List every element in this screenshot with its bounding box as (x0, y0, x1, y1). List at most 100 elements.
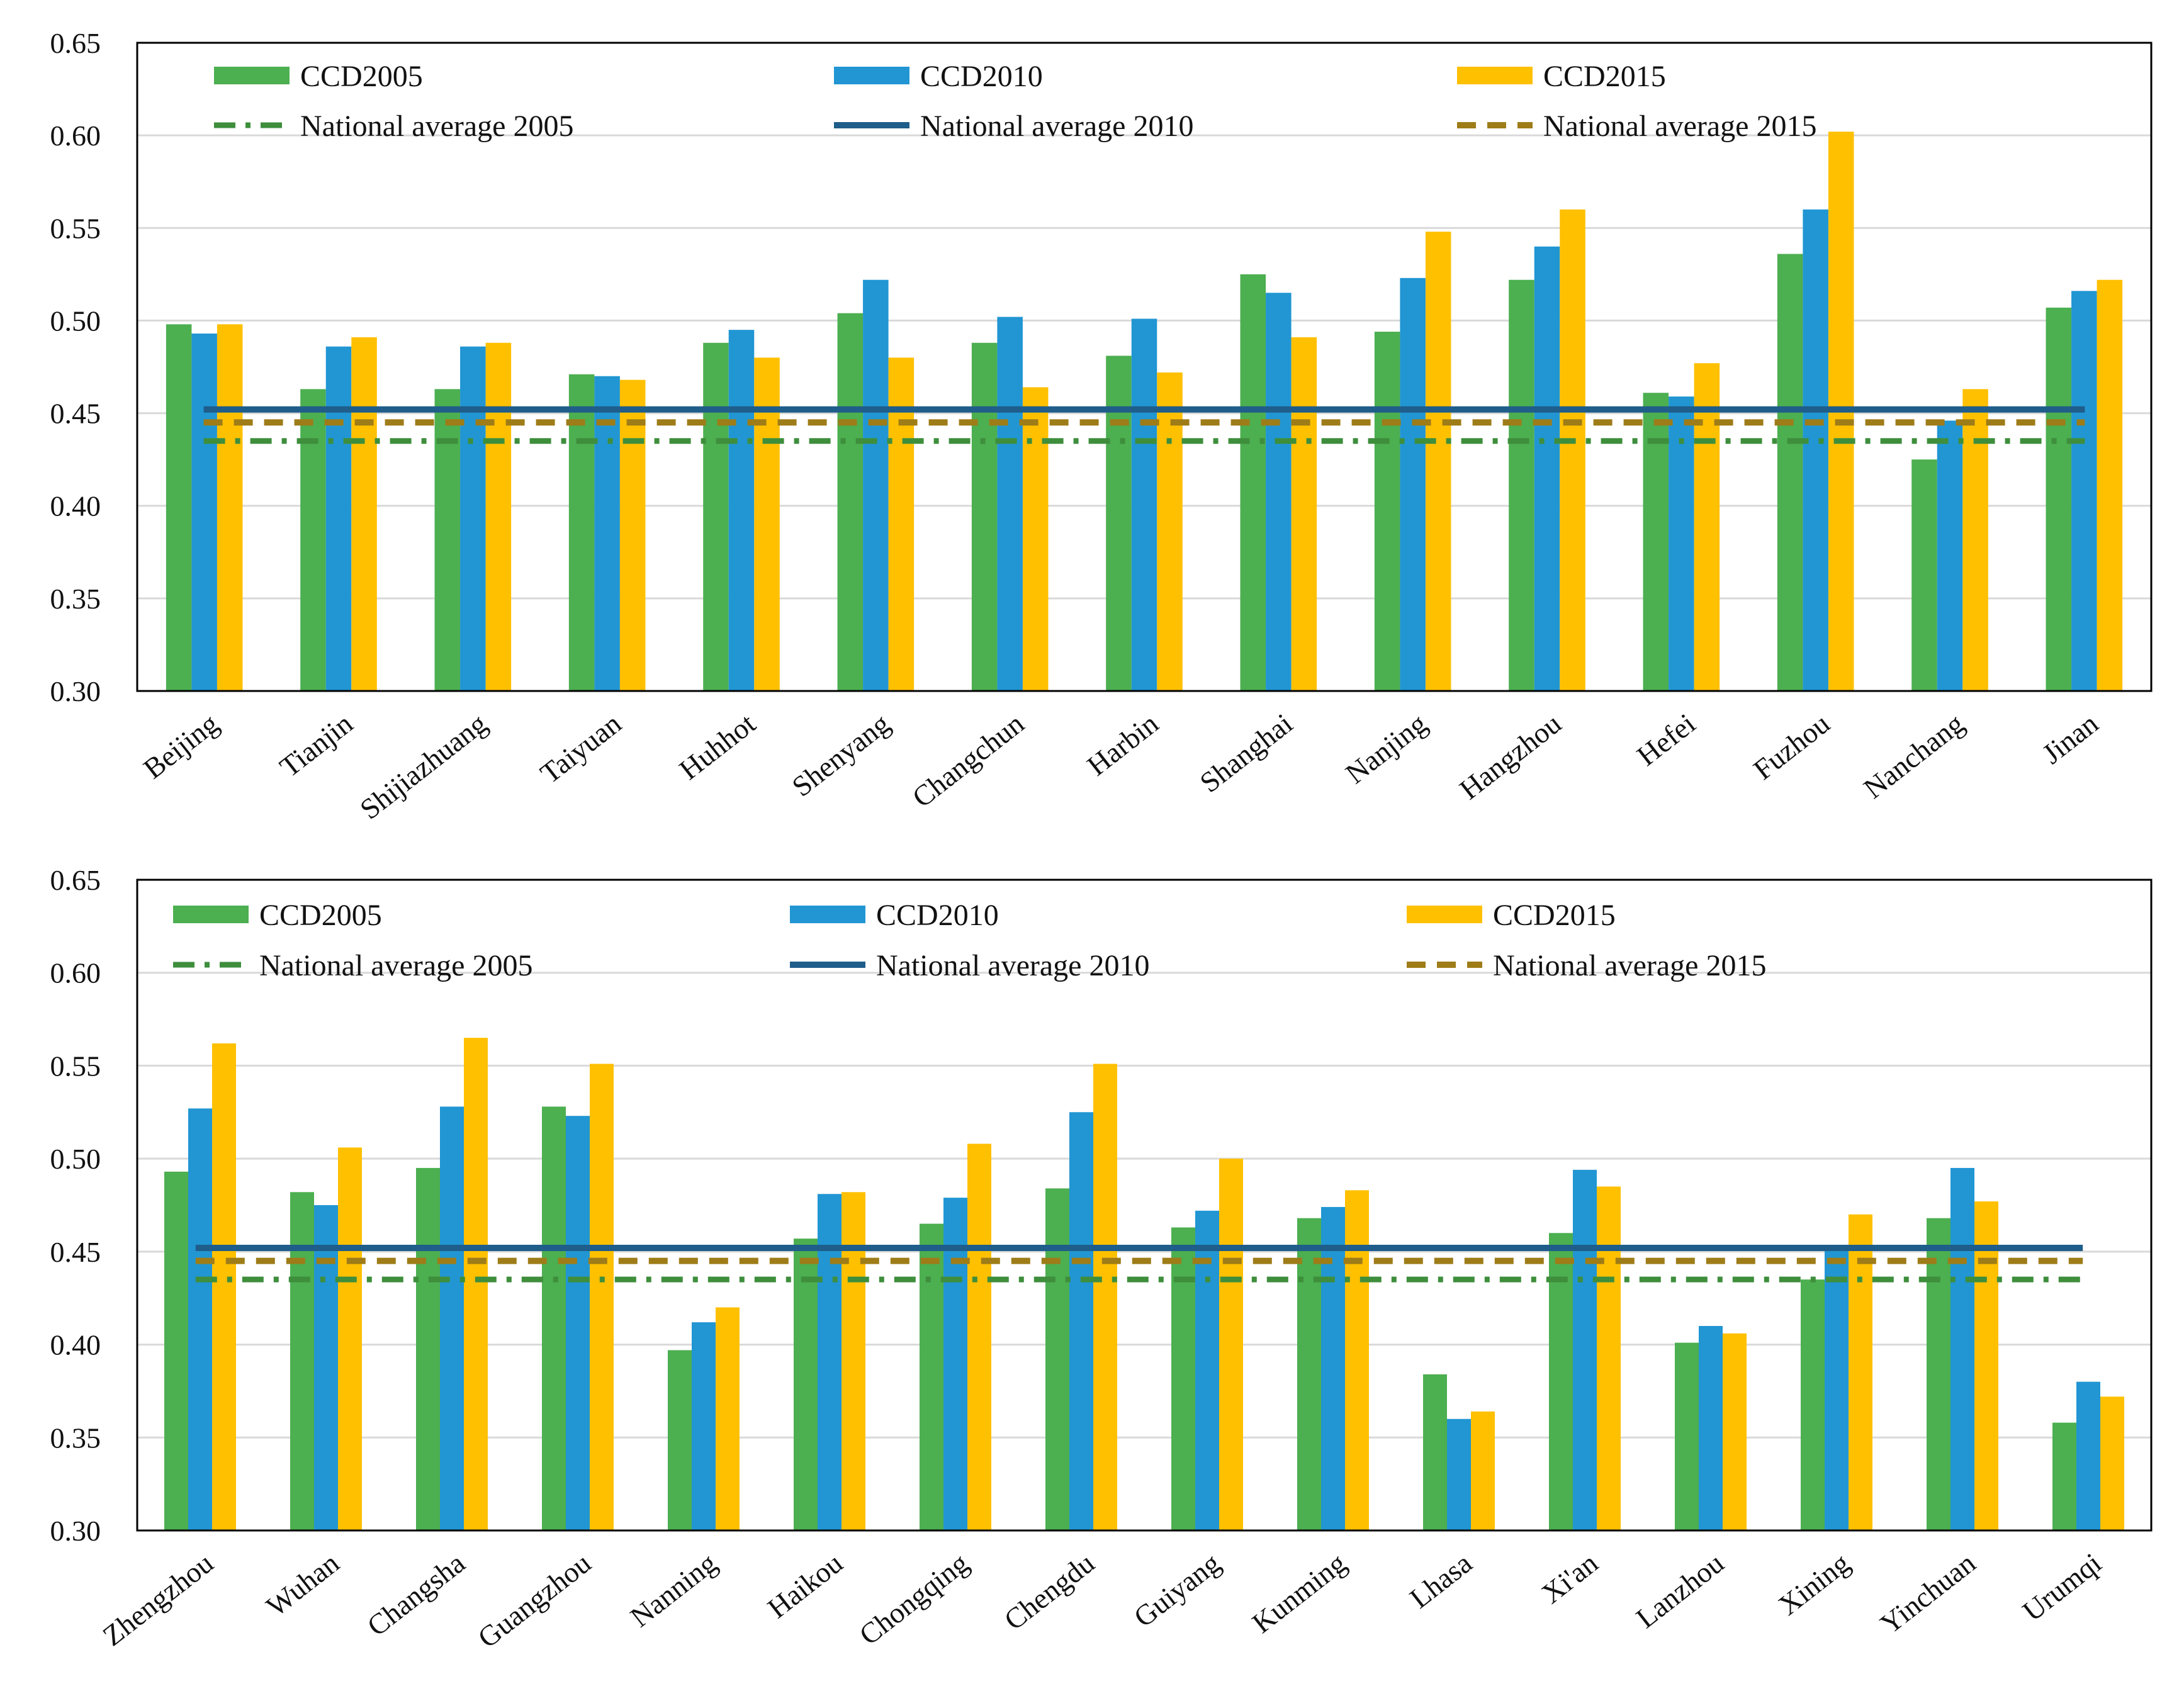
bar-ccd2015-guangzhou (590, 1064, 614, 1530)
y-tick-label: 0.55 (50, 212, 101, 244)
bar-ccd2005-hangzhou (1509, 279, 1534, 692)
bar-ccd2010-yinchuan (1950, 1167, 1974, 1530)
bar-ccd2015-kunming (1345, 1190, 1369, 1530)
x-tick-label: Lhasa (1404, 1547, 1478, 1615)
x-tick-label: Xi'an (1536, 1547, 1604, 1610)
y-tick-label: 0.45 (50, 398, 101, 430)
legend-swatch-ccd2005 (214, 67, 290, 84)
bar-ccd2005-wuhan (290, 1192, 314, 1530)
legend-label-avg2005: National average 2005 (259, 949, 532, 982)
legend-label-avg2010: National average 2010 (876, 949, 1149, 982)
bar-ccd2005-chengdu (1045, 1188, 1069, 1530)
legend-label-ccd2010: CCD2010 (876, 899, 999, 932)
bar-ccd2005-guiyang (1171, 1227, 1195, 1530)
bar-ccd2015-hefei (1694, 363, 1720, 691)
y-tick-label: 0.30 (50, 675, 101, 707)
x-tick-label: Shenyang (786, 707, 896, 803)
x-tick-label: Nanchang (1857, 707, 1969, 805)
bar-ccd2010-xining (1825, 1247, 1849, 1530)
y-tick-label: 0.30 (50, 1515, 101, 1547)
bar-ccd2015-jinan (2097, 279, 2123, 692)
legend-label-avg2010: National average 2010 (920, 110, 1193, 143)
bar-ccd2005-shanghai (1240, 274, 1266, 691)
bar-ccd2010-jinan (2071, 291, 2097, 691)
bar-ccd2015-taiyuan (619, 379, 646, 691)
y-tick-label: 0.65 (50, 27, 101, 59)
bar-ccd2010-shanghai (1266, 293, 1292, 691)
bar-ccd2010-urumqi (2076, 1381, 2100, 1530)
x-tick-label: Tianjin (274, 707, 359, 783)
bar-ccd2005-kunming (1297, 1218, 1321, 1530)
bar-ccd2010-harbin (1131, 318, 1157, 691)
bar-ccd2005-urumqi (2052, 1422, 2076, 1530)
bar-ccd2010-tianjin (325, 346, 352, 691)
y-tick-label: 0.40 (50, 490, 101, 522)
bar-ccd2015-xian (1597, 1186, 1621, 1530)
bar-ccd2005-xian (1549, 1233, 1573, 1530)
bar-ccd2010-nanjing (1400, 278, 1426, 691)
x-tick-label: Huhhot (673, 707, 762, 786)
x-tick-label: Chongqing (853, 1547, 975, 1651)
bar-ccd2010-haikou (818, 1194, 842, 1530)
bar-ccd2010-wuhan (314, 1205, 338, 1530)
bar-ccd2005-haikou (794, 1238, 818, 1530)
x-tick-label: Beijing (137, 707, 224, 785)
bar-ccd2015-shanghai (1291, 337, 1317, 691)
bar-ccd2015-guiyang (1219, 1159, 1243, 1530)
chart-panel-bottom: 0.30 0.35 0.40 0.45 0.50 0.55 0.60 0.65 Zhengzho… (50, 864, 2153, 1654)
bar-ccd2010-zhengzhou (188, 1108, 212, 1530)
x-tick-label: Haikou (762, 1547, 848, 1625)
bar-ccd2015-lhasa (1471, 1411, 1495, 1530)
bar-ccd2010-kunming (1321, 1206, 1345, 1530)
bar-ccd2010-changsha (440, 1106, 464, 1530)
bar-ccd2015-wuhan (338, 1147, 362, 1530)
bar-ccd2005-fuzhou (1777, 254, 1803, 691)
x-tick-label: Guangzhou (472, 1547, 597, 1654)
bar-ccd2010-fuzhou (1803, 209, 1828, 691)
legend-label-avg2005: National average 2005 (300, 110, 573, 143)
legend-label-ccd2005: CCD2005 (259, 899, 382, 932)
bar-ccd2005-harbin (1106, 356, 1132, 691)
bar-ccd2015-shijiazhuang (485, 342, 512, 691)
bar-ccd2015-chengdu (1093, 1064, 1117, 1530)
bar-ccd2010-shenyang (863, 279, 889, 692)
bar-ccd2010-lhasa (1447, 1418, 1471, 1530)
x-tick-label: Hefei (1631, 707, 1701, 772)
x-tick-label: Changsha (361, 1547, 471, 1643)
y-tick-label: 0.55 (50, 1050, 101, 1082)
y-tick-label: 0.50 (50, 305, 101, 337)
x-tick-label: Xining (1772, 1547, 1855, 1622)
bar-ccd2005-shijiazhuang (434, 389, 461, 691)
bar-ccd2015-zhengzhou (212, 1043, 236, 1530)
bar-ccd2015-huhhot (754, 357, 780, 691)
plot-frame (136, 879, 2153, 1532)
bar-ccd2005-zhengzhou (164, 1171, 188, 1530)
bar-ccd2015-nanning (716, 1307, 740, 1530)
bar-ccd2015-nanchang (1962, 389, 1988, 691)
legend-label-ccd2015: CCD2015 (1543, 60, 1666, 93)
x-tick-label: Changchun (906, 707, 1030, 814)
x-tick-label: Kunming (1246, 1547, 1352, 1639)
x-tick-label: Lanzhou (1630, 1547, 1730, 1634)
x-tick-label: Fuzhou (1747, 707, 1835, 786)
bar-ccd2015-yinchuan (1974, 1201, 1998, 1530)
y-tick-label: 0.65 (50, 864, 101, 896)
x-tick-label: Yinchuan (1874, 1547, 1981, 1641)
legend-swatch-ccd2005 (173, 906, 249, 923)
bar-ccd2010-lanzhou (1699, 1326, 1723, 1530)
bar-ccd2010-nanchang (1937, 420, 1963, 691)
y-tick-label: 0.35 (50, 583, 101, 615)
bar-ccd2005-beijing (166, 324, 192, 691)
bar-ccd2005-tianjin (300, 389, 326, 691)
bar-ccd2010-changchun (997, 317, 1023, 691)
bar-ccd2005-guangzhou (542, 1106, 566, 1530)
legend-swatch-ccd2015 (1457, 67, 1533, 84)
bar-ccd2010-chongqing (943, 1198, 967, 1530)
bar-ccd2005-nanchang (1911, 459, 1937, 691)
bar-ccd2010-hefei (1669, 396, 1694, 691)
bar-ccd2005-chongqing (920, 1223, 943, 1530)
bar-ccd2005-nanning (668, 1350, 692, 1530)
bar-ccd2015-chongqing (967, 1143, 991, 1530)
bar-ccd2010-shijiazhuang (460, 346, 486, 691)
